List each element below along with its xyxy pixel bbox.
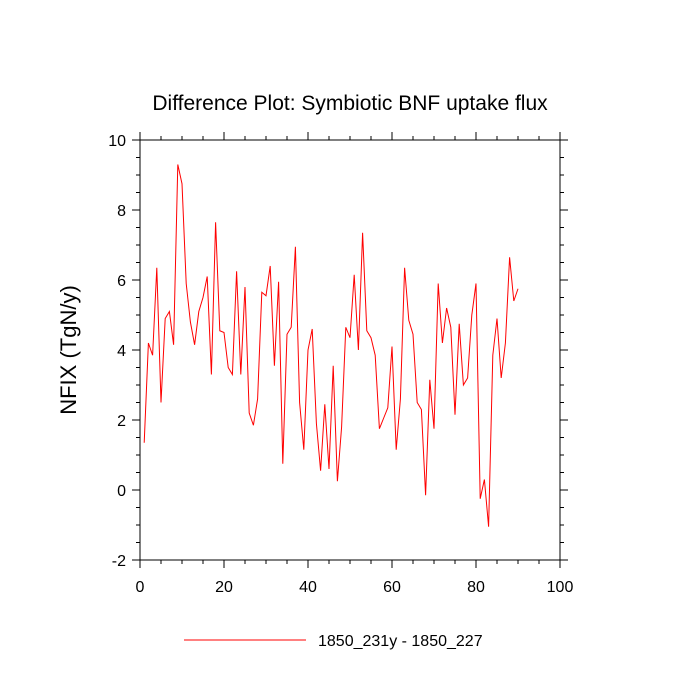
y-tick-label: 2	[117, 413, 126, 430]
x-tick-label: 80	[467, 579, 485, 596]
y-tick-label: 6	[117, 273, 126, 290]
y-axis-label: NFIX (TgN/y)	[56, 285, 81, 415]
x-tick-label: 100	[547, 579, 574, 596]
x-tick-label: 20	[215, 579, 233, 596]
y-tick-label: 4	[117, 343, 126, 360]
legend-entry-label: 1850_231y - 1850_227	[318, 633, 483, 650]
series-layer	[143, 164, 519, 527]
x-tick-label: 0	[136, 579, 145, 596]
y-tick-label: 10	[108, 133, 126, 150]
x-tick-label: 60	[383, 579, 401, 596]
x-tick-label: 40	[299, 579, 317, 596]
chart-title: Difference Plot: Symbiotic BNF uptake fl…	[152, 92, 548, 115]
axes: 0 20 40 60 80 100 -2 0 2 4 6 8 10	[108, 132, 573, 596]
legend: 1850_231y - 1850_227	[184, 633, 483, 650]
y-tick-label: 8	[117, 203, 126, 220]
y-tick-label: 0	[117, 483, 126, 500]
y-tick-label: -2	[112, 553, 126, 570]
series-line-0	[143, 164, 519, 527]
